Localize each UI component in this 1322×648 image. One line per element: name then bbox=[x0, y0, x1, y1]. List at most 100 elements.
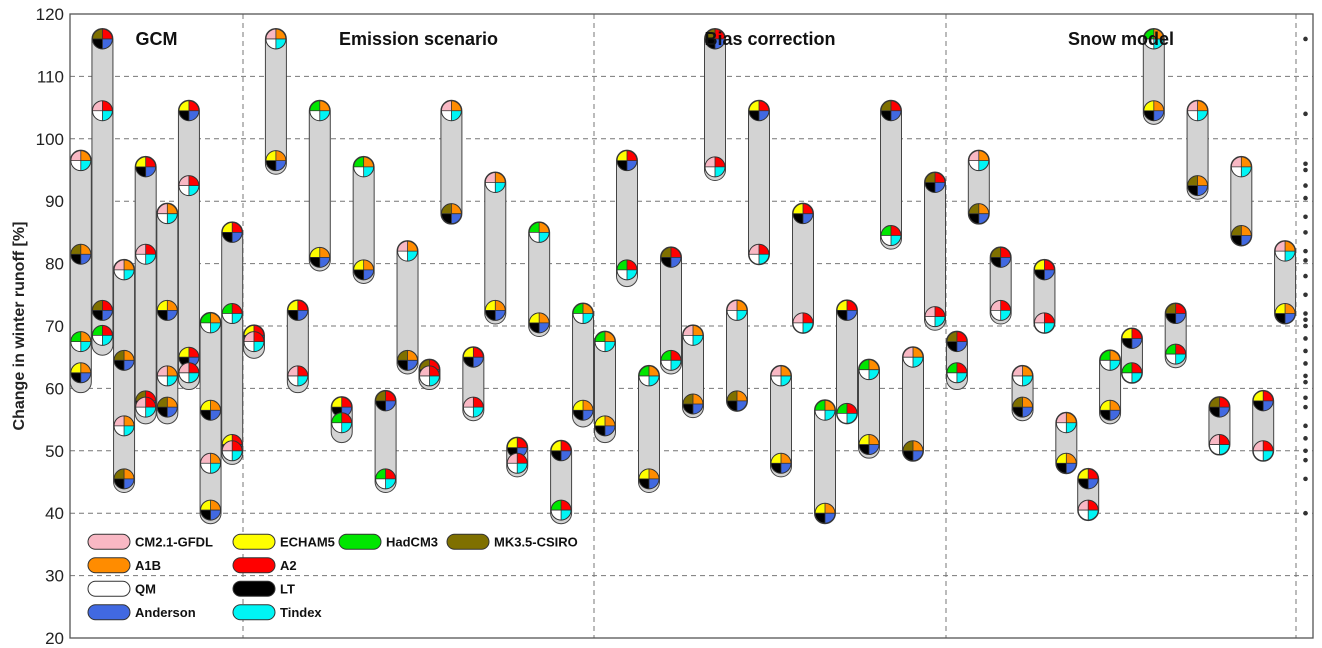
marker-quadrant bbox=[232, 440, 243, 451]
marker-quadrant bbox=[803, 312, 813, 323]
marker-quadrant bbox=[178, 185, 189, 196]
marker-quadrant bbox=[759, 100, 769, 111]
marker-quadrant bbox=[70, 254, 81, 265]
marker-quadrant bbox=[759, 110, 769, 121]
marker-quadrant bbox=[946, 341, 957, 352]
legend-swatch bbox=[232, 533, 276, 550]
marker-outline bbox=[462, 346, 484, 368]
marker-outline bbox=[221, 303, 243, 325]
marker-quadrant bbox=[815, 503, 825, 514]
marker-outline bbox=[265, 150, 287, 172]
marker-quadrant bbox=[956, 341, 967, 352]
marker-quadrant bbox=[495, 310, 506, 321]
marker-circle bbox=[221, 221, 243, 243]
marker-circle bbox=[1165, 303, 1187, 325]
marker-quadrant bbox=[671, 350, 681, 361]
marker-quadrant bbox=[1241, 235, 1252, 246]
marker-quadrant bbox=[341, 422, 352, 433]
marker-quadrant bbox=[297, 300, 308, 311]
marker-circle bbox=[726, 390, 748, 412]
marker-quadrant bbox=[309, 100, 320, 111]
marker-circle bbox=[528, 221, 550, 243]
marker-quadrant bbox=[80, 254, 91, 265]
marker-quadrant bbox=[135, 166, 146, 177]
marker-quadrant bbox=[671, 257, 681, 268]
group-title: Snow model bbox=[1068, 29, 1174, 49]
marker-quadrant bbox=[167, 203, 178, 214]
marker-quadrant bbox=[1253, 440, 1264, 451]
marker-quadrant bbox=[287, 300, 298, 311]
marker-quadrant bbox=[573, 410, 584, 421]
marker-circle bbox=[704, 28, 726, 50]
marker-quadrant bbox=[210, 410, 221, 421]
marker-quadrant bbox=[683, 325, 693, 336]
marker-outline bbox=[91, 28, 113, 50]
marker-quadrant bbox=[1022, 375, 1033, 386]
marker-circle bbox=[550, 440, 572, 462]
marker-outline bbox=[1252, 390, 1274, 412]
group-title: Emission scenario bbox=[339, 29, 498, 49]
marker-quadrant bbox=[124, 259, 135, 270]
marker-quadrant bbox=[157, 213, 168, 224]
marker-quadrant bbox=[891, 100, 901, 111]
marker-outline bbox=[792, 203, 814, 225]
marker-quadrant bbox=[114, 269, 125, 280]
marker-quadrant bbox=[1044, 312, 1055, 323]
marker-quadrant bbox=[124, 269, 135, 280]
marker-outline bbox=[1143, 28, 1165, 50]
marker-quadrant bbox=[275, 150, 286, 161]
legend-item: HadCM3 bbox=[338, 533, 438, 550]
marker-quadrant bbox=[759, 254, 769, 265]
range-bar bbox=[308, 99, 331, 272]
marker-outline bbox=[858, 434, 880, 456]
marker-quadrant bbox=[200, 500, 211, 511]
marker-outline bbox=[528, 221, 550, 243]
marker-quadrant bbox=[124, 468, 135, 479]
marker-outline bbox=[660, 246, 682, 268]
marker-quadrant bbox=[605, 341, 615, 352]
marker-outline bbox=[814, 502, 836, 524]
marker-circle bbox=[902, 346, 924, 368]
marker-quadrant bbox=[1034, 259, 1045, 270]
marker-outline bbox=[375, 390, 397, 412]
marker-circle bbox=[1143, 28, 1165, 50]
marker-outline bbox=[1012, 365, 1034, 387]
marker-quadrant bbox=[232, 222, 243, 233]
marker-circle bbox=[70, 243, 92, 265]
legend-item: MK3.5-CSIRO bbox=[446, 533, 578, 550]
marker-circle bbox=[91, 299, 113, 321]
marker-circle bbox=[1012, 396, 1034, 418]
marker-quadrant bbox=[595, 331, 605, 342]
marker-quadrant bbox=[517, 463, 528, 474]
marker-quadrant bbox=[287, 375, 298, 386]
marker-quadrant bbox=[1263, 400, 1274, 411]
marker-outline bbox=[550, 440, 572, 462]
marker-outline bbox=[156, 203, 178, 225]
marker-quadrant bbox=[353, 259, 364, 270]
marker-outline bbox=[1187, 100, 1209, 122]
marker-outline bbox=[1033, 312, 1055, 334]
marker-quadrant bbox=[869, 444, 879, 455]
marker-quadrant bbox=[70, 150, 81, 161]
marker-outline bbox=[616, 150, 638, 172]
marker-quadrant bbox=[441, 203, 452, 214]
marker-quadrant bbox=[1231, 156, 1242, 167]
legend-item: QM bbox=[87, 580, 156, 597]
marker-circle bbox=[178, 362, 200, 384]
marker-circle bbox=[638, 468, 660, 490]
y-tick-label: 20 bbox=[45, 629, 64, 648]
marker-quadrant bbox=[517, 453, 528, 464]
marker-quadrant bbox=[990, 310, 1001, 321]
marker-outline bbox=[726, 299, 748, 321]
marker-outline bbox=[704, 156, 726, 178]
marker-quadrant bbox=[815, 410, 825, 421]
marker-quadrant bbox=[1153, 38, 1164, 49]
marker-circle bbox=[924, 306, 946, 328]
marker-outline bbox=[178, 175, 200, 197]
marker-quadrant bbox=[397, 251, 408, 262]
marker-quadrant bbox=[102, 38, 113, 49]
marker-outline bbox=[968, 150, 990, 172]
marker-quadrant bbox=[771, 375, 781, 386]
marker-circle bbox=[814, 399, 836, 421]
marker-quadrant bbox=[583, 410, 594, 421]
